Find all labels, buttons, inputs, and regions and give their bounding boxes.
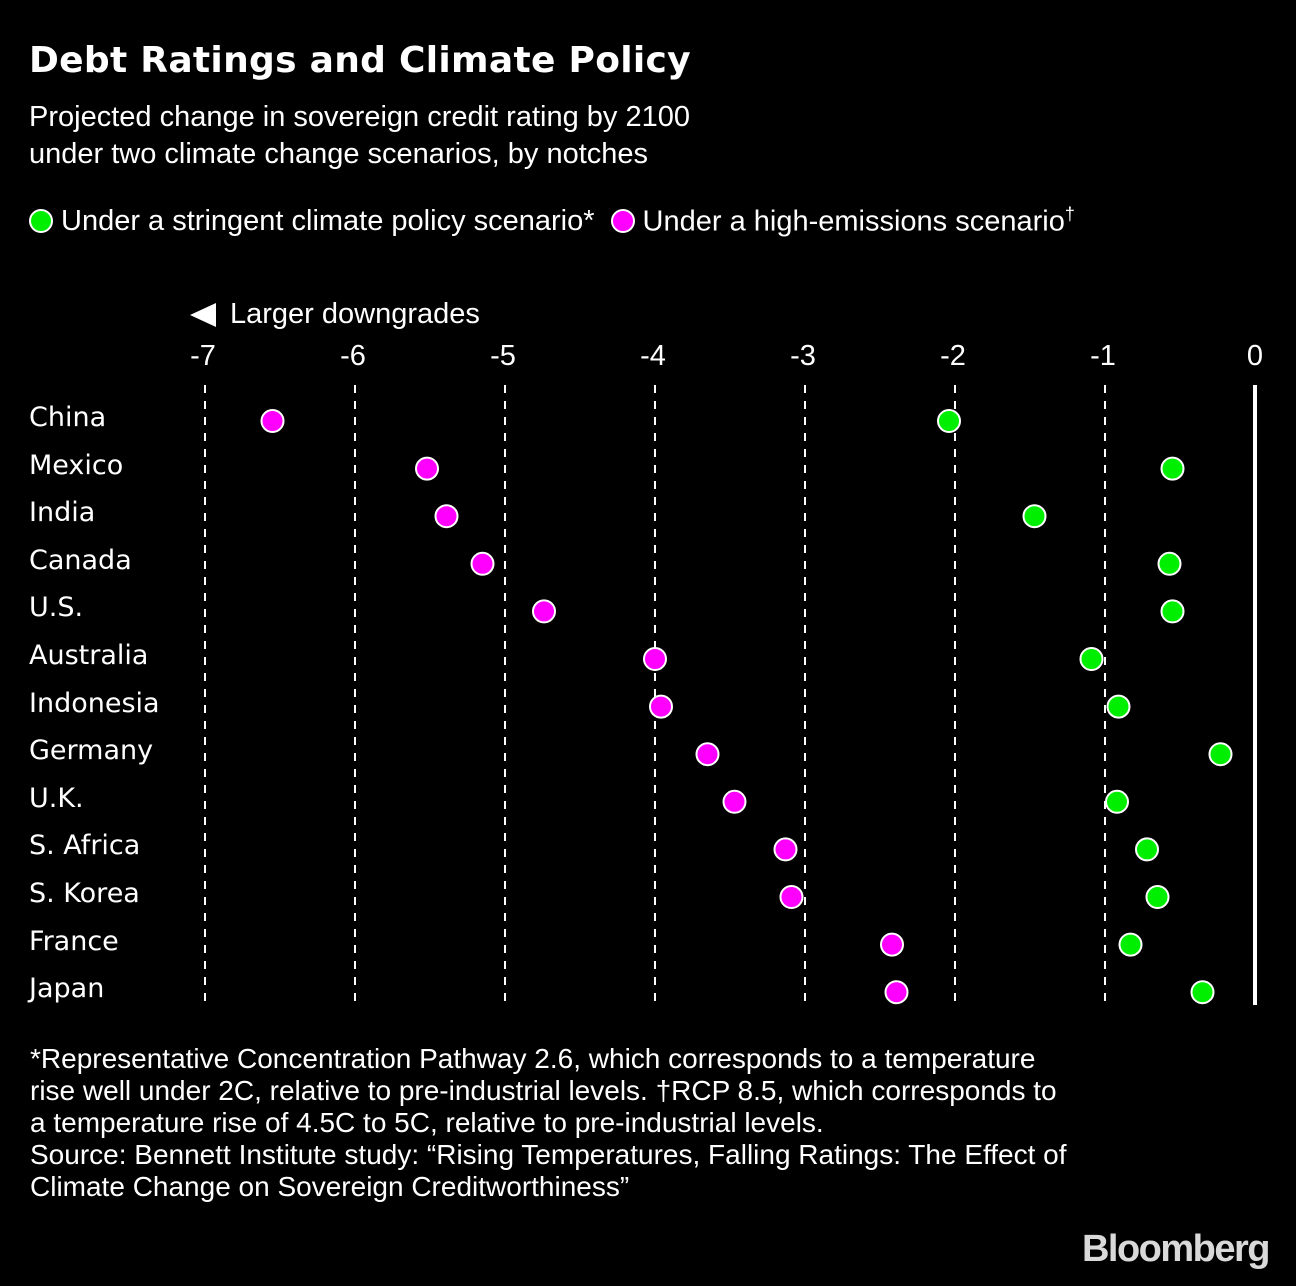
country-label: Indonesia — [29, 687, 160, 719]
high-emissions-dot-canada — [470, 551, 495, 576]
country-label: China — [29, 402, 107, 433]
x-tick-label: 0 — [1247, 340, 1263, 372]
high-emissions-dot-japan — [884, 980, 909, 1005]
footnotes: *Representative Concentration Pathway 2.… — [30, 1043, 1280, 1203]
footnote-line: rise well under 2C, relative to pre-indu… — [30, 1075, 1057, 1106]
high-emissions-dot-mexico — [415, 456, 439, 481]
footnote-line: *Representative Concentration Pathway 2.… — [30, 1043, 1036, 1074]
country-label: India — [29, 497, 96, 529]
legend-item-high-emissions: Under a high-emissions scenario† — [610, 204, 1075, 239]
source-line: Climate Change on Sovereign Creditworthi… — [30, 1171, 630, 1202]
high-emissions-dot-india — [434, 504, 459, 529]
legend-item-stringent: Under a stringent climate policy scenari… — [29, 205, 595, 238]
country-label: Mexico — [29, 449, 124, 481]
stringent-policy-dot-s-korea — [1145, 885, 1170, 909]
country-label: S. Korea — [29, 878, 140, 909]
stringent-policy-dot-france — [1118, 932, 1143, 957]
footnote-line: a temperature rise of 4.5C to 5C, relati… — [30, 1107, 824, 1138]
high-emissions-dot-china — [260, 409, 285, 433]
high-emissions-dot-s-korea — [779, 885, 804, 909]
x-tick-label: -3 — [790, 340, 816, 372]
x-tick-label: -4 — [640, 340, 666, 372]
country-label: Canada — [29, 544, 132, 576]
country-label: Japan — [29, 973, 105, 1005]
axis-direction-text: Larger downgrades — [230, 298, 480, 330]
legend: Under a stringent climate policy scenari… — [29, 204, 1091, 239]
country-label: France — [29, 925, 119, 957]
x-tick-label: -5 — [490, 340, 516, 372]
x-tick-label: -6 — [340, 340, 366, 372]
high-emissions-dot-france — [880, 932, 904, 957]
country-label: S. Africa — [29, 830, 141, 862]
country-label: Germany — [29, 735, 154, 767]
legend-marker-green-icon — [29, 209, 53, 234]
legend-marker-magenta-icon — [610, 209, 635, 234]
stringent-policy-dot-s-africa — [1135, 837, 1159, 862]
high-emissions-dot-indonesia — [649, 694, 673, 719]
country-label: U.S. — [29, 592, 84, 624]
stringent-policy-dot-australia — [1079, 647, 1104, 671]
legend-label: Under a high-emissions scenario — [642, 205, 1065, 238]
dot-plot: -7 -6 -5 -4 -3 -2 -1 0 — [190, 340, 1263, 1005]
left-arrow-icon — [190, 302, 216, 327]
source-line: Source: Bennett Institute study: “Rising… — [30, 1139, 1067, 1170]
stringent-policy-dot-u-k — [1105, 789, 1129, 814]
high-emissions-dot-australia — [643, 647, 667, 671]
stringent-policy-dot-u-s — [1160, 599, 1185, 624]
high-emissions-dot-s-africa — [773, 837, 798, 862]
stringent-policy-dot-canada — [1157, 551, 1182, 576]
x-tick-label: -2 — [940, 340, 966, 372]
stringent-policy-dot-germany — [1208, 742, 1233, 767]
bloomberg-logo: Bloomberg — [1081, 1228, 1271, 1270]
high-emissions-dot-u-s — [532, 599, 556, 624]
x-tick-label: -7 — [190, 340, 216, 372]
legend-label: Under a stringent climate policy scenari… — [61, 204, 595, 237]
subtitle-line-1: Projected change in sovereign credit rat… — [29, 101, 690, 133]
axis-direction-label: Larger downgrades — [190, 298, 480, 331]
country-label: U.K. — [29, 782, 84, 814]
dagger-mark: † — [1064, 204, 1075, 224]
chart-subtitle: Projected change in sovereign credit rat… — [29, 99, 690, 173]
subtitle-line-2: under two climate change scenarios, by n… — [29, 138, 649, 170]
stringent-policy-dot-mexico — [1160, 456, 1185, 481]
high-emissions-dot-u-k — [722, 789, 747, 814]
stringent-policy-dot-india — [1022, 504, 1047, 529]
chart-title: Debt Ratings and Climate Policy — [29, 40, 691, 81]
country-label: Australia — [29, 640, 149, 671]
x-tick-label: -1 — [1090, 340, 1116, 372]
high-emissions-dot-germany — [695, 742, 720, 767]
stringent-policy-dot-indonesia — [1106, 694, 1131, 719]
stringent-policy-dot-china — [937, 409, 961, 433]
stringent-policy-dot-japan — [1190, 980, 1215, 1005]
